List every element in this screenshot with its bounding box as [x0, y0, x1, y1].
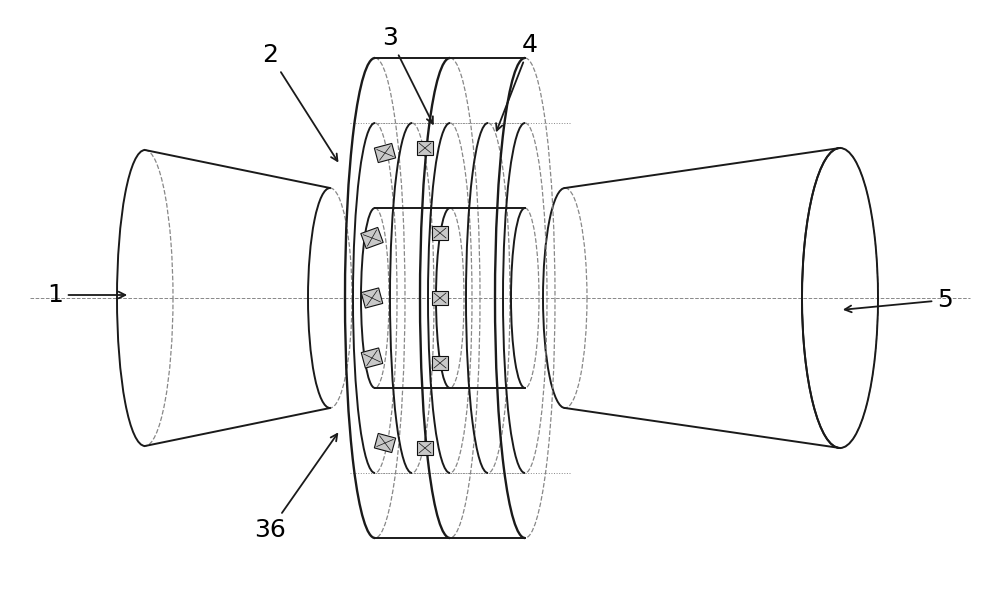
FancyBboxPatch shape — [417, 441, 433, 455]
FancyBboxPatch shape — [361, 227, 383, 248]
FancyBboxPatch shape — [374, 143, 396, 162]
Text: 1: 1 — [47, 283, 125, 307]
Text: 36: 36 — [254, 434, 337, 542]
FancyBboxPatch shape — [361, 288, 383, 308]
Text: 4: 4 — [496, 33, 538, 131]
FancyBboxPatch shape — [432, 356, 448, 370]
Text: 5: 5 — [845, 288, 953, 312]
Text: 3: 3 — [382, 26, 433, 124]
FancyBboxPatch shape — [361, 348, 383, 368]
FancyBboxPatch shape — [432, 291, 448, 305]
Text: 2: 2 — [262, 43, 337, 161]
FancyBboxPatch shape — [374, 433, 396, 453]
FancyBboxPatch shape — [432, 226, 448, 240]
FancyBboxPatch shape — [417, 141, 433, 155]
